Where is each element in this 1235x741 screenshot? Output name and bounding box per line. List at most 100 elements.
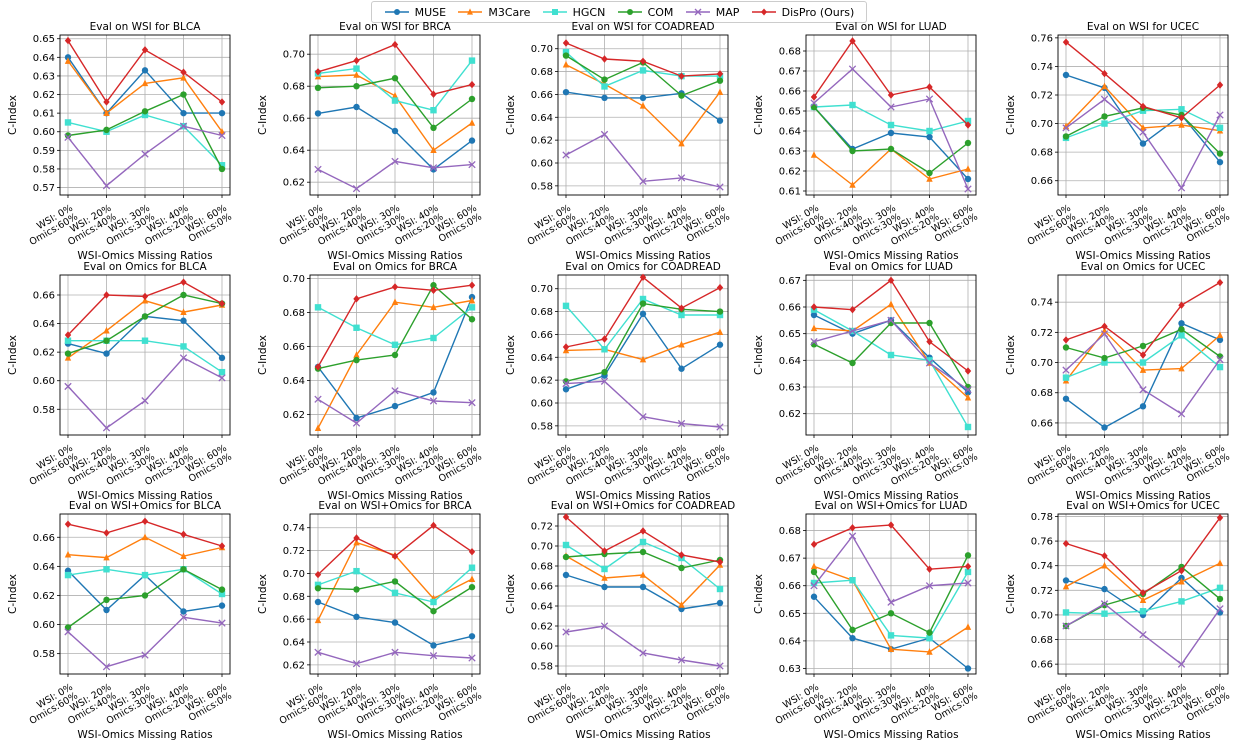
chart-title: Eval on Omics for UCEC — [1081, 261, 1206, 273]
data-point — [1139, 386, 1147, 394]
data-point — [810, 324, 818, 332]
legend-marker — [393, 9, 400, 15]
data-point — [1101, 113, 1108, 120]
data-point — [964, 367, 972, 375]
data-point — [468, 548, 476, 556]
data-point — [468, 316, 476, 323]
data-point — [1101, 601, 1108, 609]
y-tick-label: 0.61 — [33, 109, 55, 120]
y-axis-label: C-Index — [257, 574, 269, 614]
data-point — [601, 368, 608, 376]
chart-panel: 0.57 0.58 0.59 0.60 0.61 0.62 0.63 0.64 0.65 WSI:… — [7, 21, 234, 262]
x-axis-label: WSI-Omics Missing Ratios — [327, 250, 462, 262]
data-point — [716, 283, 724, 292]
y-tick-label: 0.63 — [779, 383, 801, 394]
data-point — [1178, 114, 1185, 122]
data-point — [314, 84, 322, 92]
data-point — [1216, 355, 1224, 364]
data-point — [925, 359, 934, 367]
y-tick-label: 0.70 — [283, 569, 305, 580]
data-point — [639, 571, 647, 578]
data-point — [639, 527, 647, 535]
y-axis-label: C-Index — [257, 95, 269, 135]
y-tick-label: 0.60 — [33, 376, 55, 387]
legend-label: MAP — [715, 5, 740, 19]
data-point — [1062, 374, 1070, 381]
data-point — [314, 110, 322, 117]
data-point — [562, 88, 570, 96]
data-point — [716, 183, 724, 191]
y-tick-label: 0.68 — [283, 308, 305, 319]
data-point — [562, 302, 570, 310]
data-point — [353, 71, 360, 78]
y-tick-label: 0.78 — [1031, 512, 1053, 523]
data-point — [849, 147, 856, 155]
legend-entry: MAP — [685, 5, 740, 19]
data-point — [716, 423, 724, 431]
data-point — [218, 368, 226, 376]
data-point — [887, 645, 895, 652]
data-point — [391, 40, 399, 49]
data-point — [678, 311, 685, 319]
data-point — [391, 402, 399, 410]
y-tick-label: 0.66 — [283, 114, 305, 125]
y-tick-label: 0.60 — [531, 642, 553, 653]
data-point — [1139, 403, 1147, 410]
data-point — [1178, 566, 1185, 575]
data-point — [1062, 71, 1070, 79]
data-point — [1139, 102, 1147, 111]
x-tick-label: WSI: 60%Omics:0% — [432, 682, 484, 724]
data-point — [64, 57, 72, 64]
data-point — [849, 634, 856, 642]
chart-title: Eval on WSI for COADREAD — [571, 21, 714, 33]
data-point — [678, 340, 685, 348]
chart-title: Eval on Omics for BLCA — [83, 261, 207, 273]
chart-title: Eval on WSI for BRCA — [339, 21, 452, 33]
data-point — [103, 126, 110, 134]
data-point — [926, 648, 933, 655]
data-point — [430, 607, 437, 615]
data-point — [1216, 150, 1224, 157]
y-tick-label: 0.65 — [779, 609, 801, 620]
data-point — [1101, 424, 1108, 431]
data-point — [430, 146, 437, 153]
data-point — [639, 57, 647, 65]
data-point — [391, 75, 399, 82]
data-point — [141, 313, 149, 320]
y-tick-label: 0.66 — [1031, 660, 1053, 671]
data-point — [1216, 331, 1224, 339]
y-tick-label: 0.65 — [779, 329, 801, 340]
data-point — [1062, 609, 1070, 616]
legend-swatch — [685, 8, 710, 16]
data-point — [810, 593, 818, 600]
data-point — [964, 665, 972, 672]
data-point — [180, 308, 187, 315]
y-tick-label: 0.62 — [531, 136, 553, 147]
data-point — [430, 90, 437, 98]
data-point — [468, 160, 476, 169]
data-point — [562, 48, 570, 56]
data-point — [1216, 513, 1224, 522]
data-point — [180, 91, 187, 98]
data-point — [64, 520, 72, 528]
data-point — [391, 619, 399, 626]
data-point — [639, 295, 647, 303]
data-point — [391, 552, 399, 560]
y-tick-label: 0.62 — [283, 178, 305, 189]
data-point — [1101, 322, 1108, 331]
y-tick-label: 0.62 — [283, 660, 305, 671]
data-point — [848, 532, 857, 540]
y-tick-label: 0.66 — [531, 330, 553, 341]
data-point — [1216, 124, 1224, 132]
data-point — [180, 68, 187, 76]
data-point — [601, 94, 608, 102]
y-tick-label: 0.65 — [779, 107, 801, 118]
data-point — [1062, 124, 1070, 132]
chart-title: Eval on WSI+Omics for COADREAD — [551, 500, 736, 512]
y-tick-label: 0.65 — [33, 34, 55, 45]
data-point — [1178, 121, 1185, 128]
data-point — [353, 534, 360, 542]
x-tick-label: WSI: 60%Omics:0% — [182, 682, 234, 724]
